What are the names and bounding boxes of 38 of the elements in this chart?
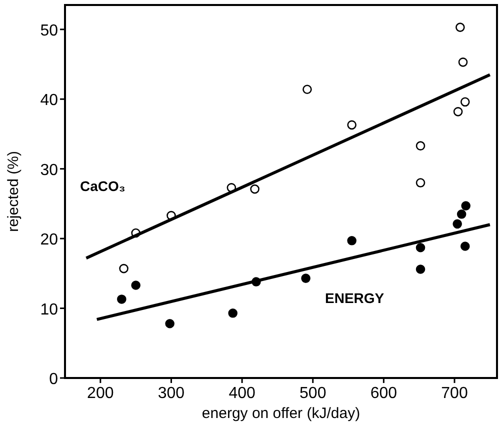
x-tick-label: 600 (370, 385, 398, 402)
text: CaCO₃ (80, 178, 126, 194)
point (453, 107, 463, 116)
point (117, 294, 126, 304)
x-tick-label: 400 (228, 385, 256, 402)
x-axis-title: energy on offer (kJ/day) (202, 405, 360, 422)
point (456, 210, 466, 219)
x-tick-label: 700 (441, 385, 468, 402)
y-tick-label: 0 (49, 371, 58, 388)
point (416, 178, 426, 188)
x-tick-label: 200 (87, 385, 114, 402)
point (456, 22, 465, 32)
point (461, 201, 470, 210)
point (452, 219, 462, 229)
point (347, 120, 356, 130)
point (119, 264, 128, 274)
y-axis-title: rejected (%) (5, 151, 22, 232)
y-tick-label: 50 (40, 22, 58, 40)
x-tick-label: 500 (300, 385, 326, 402)
point (131, 280, 140, 290)
point (416, 242, 426, 252)
point (250, 184, 260, 194)
point (228, 308, 238, 318)
y-tick-label: 30 (40, 162, 58, 179)
point (302, 84, 312, 94)
point (347, 236, 356, 246)
point (416, 141, 426, 150)
y-tick-label: 10 (40, 301, 58, 318)
point (458, 58, 468, 67)
point (301, 274, 310, 283)
point (460, 242, 470, 251)
series-label: ENERGY (325, 290, 385, 306)
point (460, 97, 470, 107)
x-tick-label: 300 (158, 385, 185, 402)
y-tick-label: 40 (40, 92, 58, 110)
y-tick-label: 20 (40, 232, 58, 249)
point (165, 318, 174, 328)
point (416, 264, 426, 274)
